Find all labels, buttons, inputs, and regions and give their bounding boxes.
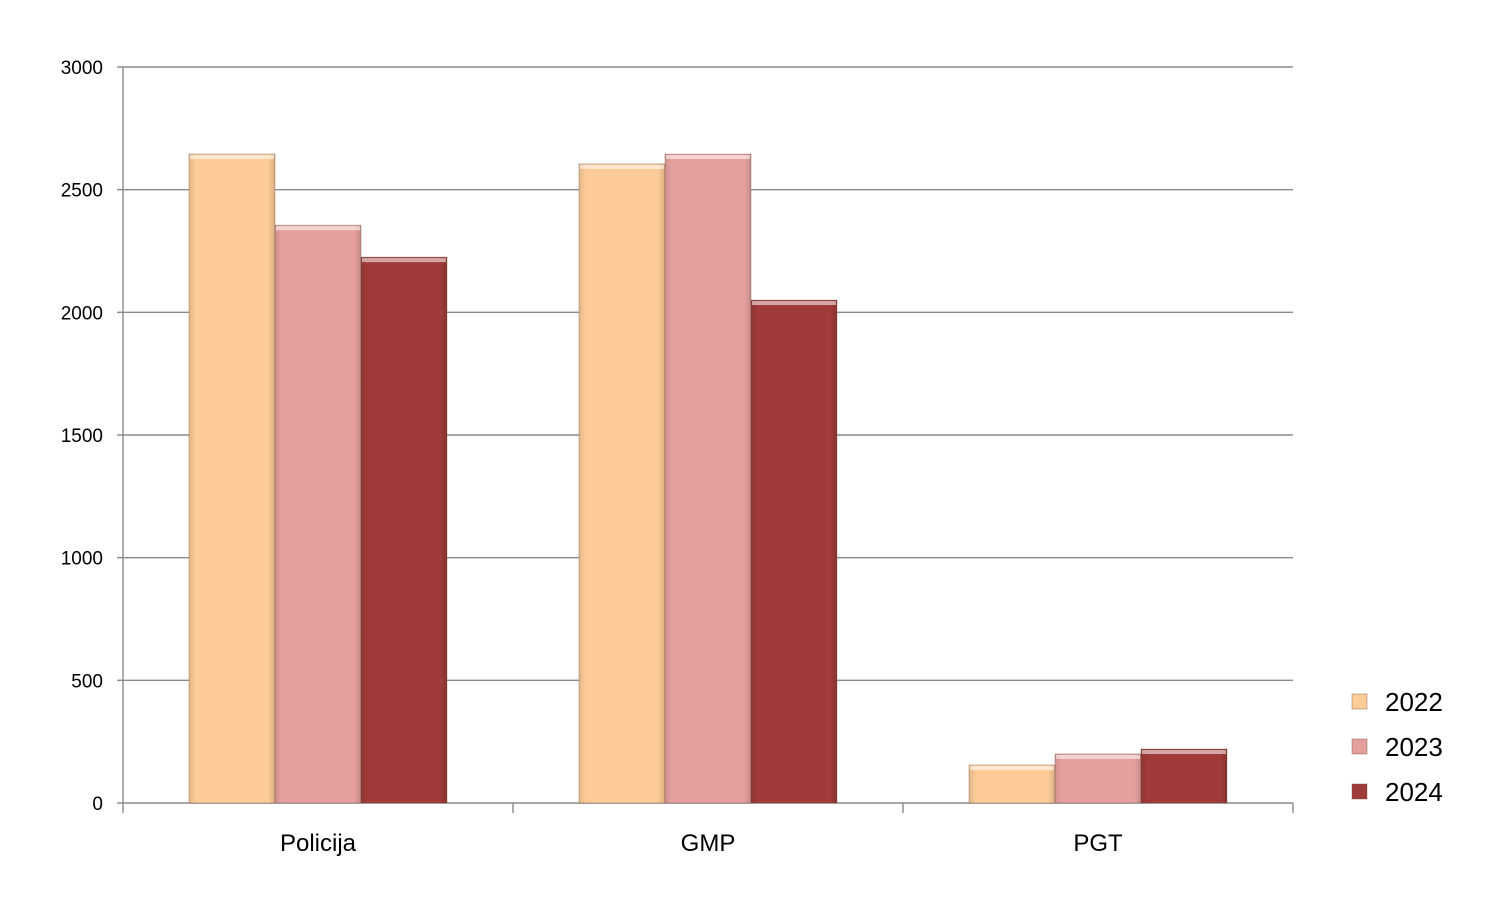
legend-swatch — [1351, 738, 1368, 755]
bar-shade — [579, 163, 665, 803]
x-category-label: GMP — [681, 830, 736, 857]
y-tick-label: 500 — [71, 671, 103, 692]
y-tick-label: 0 — [92, 794, 103, 815]
bar-pgt-2022 — [968, 764, 1056, 804]
legend-swatch — [1351, 783, 1368, 800]
bar-pgt-2023 — [1054, 753, 1142, 804]
legend-item-2023: 2023 — [1351, 732, 1443, 762]
legend-label: 2022 — [1385, 687, 1443, 717]
bar-shade — [969, 764, 1055, 803]
x-category-label: Policija — [280, 830, 357, 857]
bar-gmp-2023 — [664, 153, 752, 804]
bar-highlight — [666, 155, 750, 160]
axis-labels: 0 500 1000 1500 2000 2500 3000 Policija GMP PGT — [61, 58, 1123, 857]
legend-swatch — [1351, 693, 1368, 710]
bar-highlight — [276, 226, 360, 231]
bar-highlight — [1142, 750, 1226, 755]
bar-pgt-2024 — [1140, 748, 1228, 804]
bar-shade — [1141, 749, 1227, 803]
legend-label: 2024 — [1385, 777, 1443, 807]
bar-highlight — [752, 301, 836, 306]
bar-gmp-2024 — [750, 299, 838, 804]
x-category-label: PGT — [1073, 830, 1123, 857]
bar-shade — [189, 154, 275, 804]
bar-shade — [751, 300, 837, 803]
bar-shade — [1055, 753, 1141, 803]
y-tick-label: 1500 — [61, 426, 103, 447]
bars — [188, 153, 1228, 804]
bar-highlight — [190, 155, 274, 160]
legend-item-2024: 2024 — [1351, 777, 1443, 807]
bar-highlight — [580, 164, 664, 169]
bar-gmp-2022 — [578, 163, 666, 804]
bar-shade — [665, 154, 751, 804]
bar-policija-2023 — [274, 224, 362, 804]
y-tick-label: 1000 — [61, 549, 103, 570]
y-tick-label: 2500 — [61, 181, 103, 202]
bar-policija-2024 — [360, 256, 448, 804]
legend: 2022 2023 2024 — [1351, 687, 1443, 807]
bar-highlight — [1056, 754, 1140, 759]
bar-shade — [275, 225, 361, 804]
y-tick-label: 2000 — [61, 303, 103, 324]
bar-policija-2022 — [188, 153, 276, 804]
legend-item-2022: 2022 — [1351, 687, 1443, 717]
legend-label: 2023 — [1385, 732, 1443, 762]
y-tick-label: 3000 — [61, 58, 103, 79]
bar-highlight — [970, 765, 1054, 770]
bar-highlight — [362, 258, 446, 263]
bar-shade — [361, 257, 447, 804]
